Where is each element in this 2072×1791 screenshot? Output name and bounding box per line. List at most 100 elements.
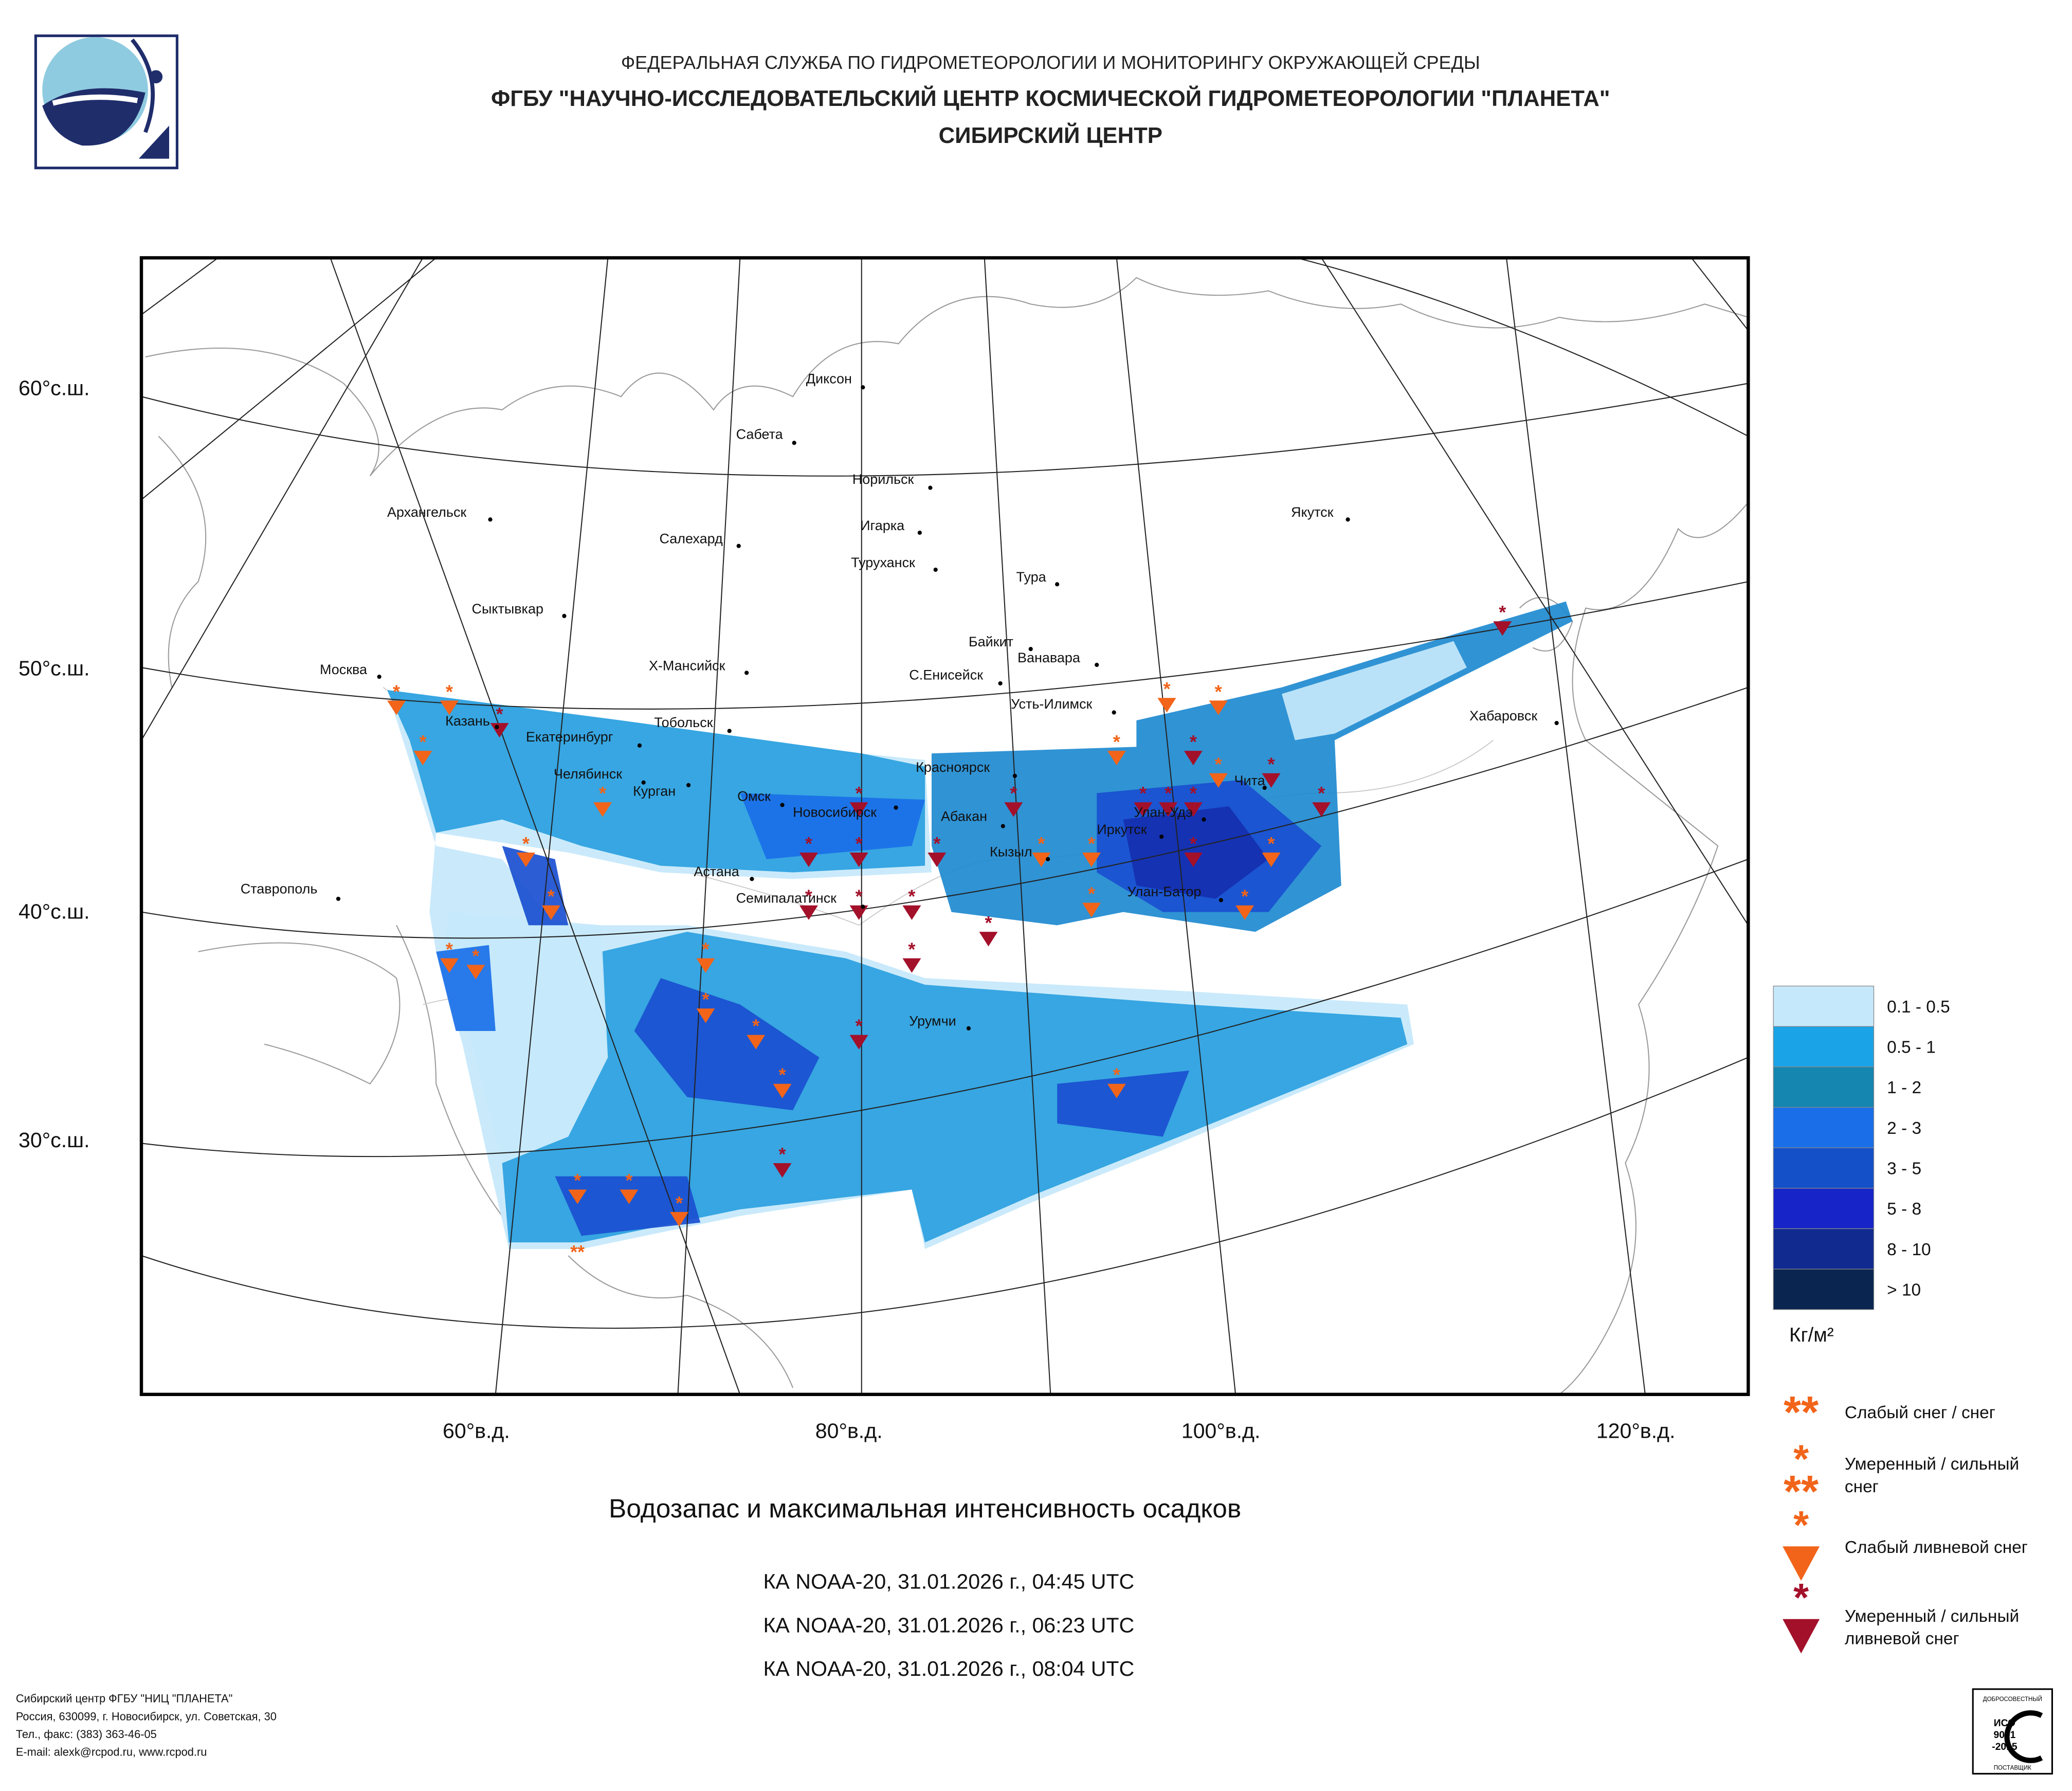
footer-line: Тел., факс: (383) 363-46-05: [16, 1728, 157, 1741]
precip-symbol: *: [1493, 602, 1512, 636]
triangle: [1082, 902, 1101, 917]
city-label: Диксон: [806, 371, 852, 387]
city-label: Красноярск: [916, 759, 990, 775]
precip-symbol: *: [541, 886, 560, 920]
city-label: Сабета: [736, 427, 783, 442]
precip-symbol: *: [1184, 731, 1203, 766]
asterisk: *: [1088, 883, 1095, 904]
precip-symbol: *: [1107, 1064, 1126, 1099]
precip-symbol: *: [620, 1170, 639, 1204]
legend-label: 3 - 5: [1887, 1160, 1921, 1179]
meridian: [1505, 258, 1646, 1395]
legend-swatch: [1773, 1269, 1875, 1310]
city-label: Архангельск: [387, 504, 466, 520]
city-label: Астана: [694, 864, 739, 879]
city-label: Норильск: [852, 472, 914, 487]
longitude-label: 60°в.д.: [443, 1419, 510, 1443]
city-label: Урумчи: [909, 1014, 956, 1029]
precip-symbol: *: [1235, 886, 1255, 920]
graticule: [141, 258, 1749, 1395]
asterisk: *: [522, 833, 530, 854]
legend-symbol-label: Слабый снег / снег: [1845, 1403, 1995, 1422]
triangle: [1157, 698, 1176, 713]
triangle: [1262, 852, 1281, 867]
legend-label: 0.5 - 1: [1887, 1038, 1936, 1057]
parallel: [1294, 258, 1749, 437]
precip-symbol: *: [1312, 783, 1331, 817]
meridian: [1321, 258, 1749, 926]
coordinate-labels: 60°с.ш. 50°с.ш. 40°с.ш. 30°с.ш. 60°в.д. 80°в.…: [19, 376, 1675, 1443]
city-dot: [1554, 720, 1559, 726]
header-line: ФЕДЕРАЛЬНАЯ СЛУЖБА ПО ГИДРОМЕТЕОРОЛОГИИ …: [621, 52, 1480, 73]
cloud-area: [1057, 1071, 1190, 1137]
triangle: [1262, 773, 1281, 788]
triangle: [902, 905, 921, 920]
map-frame: [139, 256, 1750, 1396]
asterisk: *: [419, 731, 426, 752]
legend-swatch: [1773, 1026, 1875, 1068]
triangle: [593, 802, 612, 817]
asterisk: *: [1113, 1064, 1120, 1086]
precip-symbol: *: [928, 833, 947, 867]
city-dot: [792, 441, 796, 445]
footer-line: Сибирский центр ФГБУ "НИЦ "ПЛАНЕТА": [16, 1692, 233, 1705]
city-dot: [1046, 857, 1050, 861]
asterisk: *: [393, 681, 400, 702]
triangle: [620, 1189, 639, 1204]
city-label: Кызыл: [990, 844, 1032, 860]
legend-symbol-label: Умеренный / сильный: [1845, 1455, 2019, 1474]
map-content: * ****** * **** ** *** *********** ** * ***** * * **…: [141, 258, 1749, 1395]
cert-top: ДОБРОСОВЕСТНЫЙ: [1983, 1696, 2042, 1703]
legend-label: 1 - 2: [1887, 1078, 1921, 1097]
triangle: [1235, 905, 1255, 920]
precip-symbol: *: [1082, 833, 1101, 867]
legend-symbol: *: [1793, 1437, 1809, 1481]
legend-triangle: [1783, 1546, 1820, 1581]
precip-symbol: *: [1107, 731, 1126, 766]
city-label: Якутск: [1291, 504, 1334, 520]
precip-symbol: *: [799, 886, 818, 920]
triangle: [773, 1163, 792, 1178]
city-dot: [1028, 647, 1033, 652]
city-label: Тобольск: [654, 715, 713, 730]
city-dot: [861, 904, 865, 909]
legend-symbol-label: Слабый ливневой снег: [1845, 1538, 2028, 1557]
triangle: [1209, 700, 1228, 715]
asterisk: *: [625, 1170, 632, 1191]
precip-symbol: *: [773, 1144, 792, 1178]
triangle: [773, 1083, 792, 1099]
footer-line: Россия, 630099, г. Новосибирск, ул. Сове…: [16, 1710, 277, 1723]
asterisk: *: [856, 1016, 863, 1037]
asterisk: *: [1163, 678, 1170, 699]
asterisk: *: [702, 938, 709, 960]
triangle: [1004, 802, 1023, 817]
city-label: Ставрополь: [241, 881, 318, 897]
triangle: [799, 905, 818, 920]
triangle: [516, 852, 535, 867]
city-dot: [1159, 835, 1164, 839]
city-label: Челябинск: [554, 766, 622, 782]
legend-label: 5 - 8: [1887, 1200, 1921, 1219]
triangle: [1184, 852, 1203, 867]
triangle: [979, 932, 998, 947]
asterisk: *: [702, 989, 709, 1010]
city-dot: [966, 1026, 971, 1030]
cloud-area: [740, 793, 925, 859]
weather-symbols: * ****** * **** ** *** *********** ** * ***** * * **…: [387, 602, 1512, 1262]
triangle: [1159, 802, 1178, 817]
longitude-label: 120°в.д.: [1596, 1419, 1676, 1443]
cert-arc: [2004, 1710, 2043, 1763]
latitude-label: 60°с.ш.: [19, 376, 90, 400]
asterisk: *: [933, 833, 940, 854]
triangle: [1107, 751, 1126, 766]
meridian: [984, 258, 1051, 1395]
city-label: Улан-Батор: [1127, 884, 1201, 899]
precip-symbol: *: [849, 1016, 868, 1050]
legend-swatch: [1773, 985, 1875, 1027]
city-dot: [780, 803, 785, 807]
city-dot: [686, 783, 691, 788]
triangle: [696, 1008, 715, 1023]
